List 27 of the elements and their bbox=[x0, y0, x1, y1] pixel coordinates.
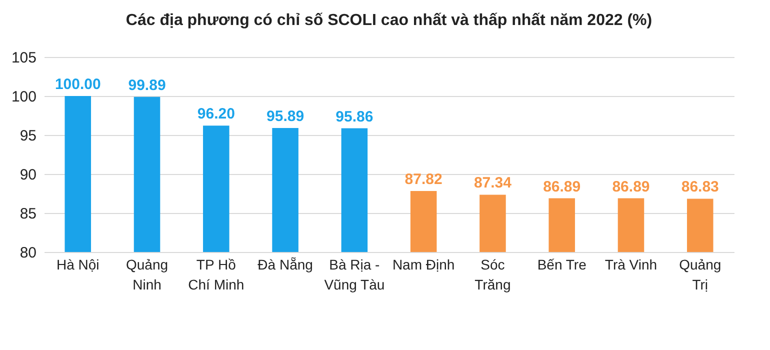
x-tick-label: Trà Vinh bbox=[604, 256, 658, 272]
y-tick-label: 105 bbox=[11, 50, 36, 66]
y-tick-label: 100 bbox=[11, 88, 36, 106]
chart-title: Các địa phương có chỉ số SCOLI cao nhất và thấp nhất năm 2022 (%) bbox=[126, 12, 652, 29]
y-tick-label: 80 bbox=[20, 244, 36, 262]
x-tick-label: Quảng Ninh bbox=[126, 256, 168, 292]
data-label: 86.89 bbox=[543, 178, 581, 196]
data-label: 96.20 bbox=[197, 106, 235, 123]
data-label: 87.82 bbox=[404, 171, 442, 188]
x-tick-label: Đà Nẵng bbox=[258, 256, 313, 272]
x-tick-label: Bà Rịa - Vũng Tàu bbox=[324, 256, 385, 292]
x-tick-label: TP Hồ Chí Minh bbox=[188, 256, 244, 292]
x-tick-label: Sóc Trăng bbox=[474, 256, 511, 292]
data-label: 95.89 bbox=[266, 108, 304, 126]
data-label: 86.83 bbox=[681, 178, 719, 196]
data-label: 95.86 bbox=[336, 108, 374, 126]
y-tick-label: 90 bbox=[20, 166, 36, 184]
x-tick-label: Hà Nội bbox=[56, 256, 100, 272]
data-label: 100.00 bbox=[54, 76, 101, 93]
x-tick-label: Bến Tre bbox=[537, 256, 587, 272]
data-label: 99.89 bbox=[128, 76, 166, 94]
data-label: 87.34 bbox=[474, 174, 512, 192]
data-label: 86.89 bbox=[612, 178, 650, 196]
y-tick-label: 95 bbox=[20, 128, 36, 144]
y-tick-label: 85 bbox=[20, 206, 36, 222]
x-tick-label: Quảng Trị bbox=[679, 256, 722, 292]
x-tick-label: Nam Định bbox=[392, 256, 455, 272]
